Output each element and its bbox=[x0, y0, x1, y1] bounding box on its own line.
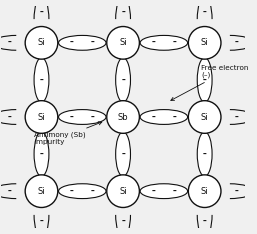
Ellipse shape bbox=[34, 58, 49, 102]
Text: –: – bbox=[121, 217, 125, 226]
Text: Free electron
(–): Free electron (–) bbox=[171, 65, 248, 100]
Text: –: – bbox=[203, 75, 207, 84]
Ellipse shape bbox=[140, 110, 188, 124]
Text: –: – bbox=[151, 38, 155, 47]
Text: –: – bbox=[40, 150, 43, 159]
Text: Si: Si bbox=[38, 113, 45, 121]
Text: –: – bbox=[235, 113, 239, 121]
Ellipse shape bbox=[116, 132, 131, 176]
Text: –: – bbox=[40, 8, 43, 17]
Circle shape bbox=[188, 101, 221, 133]
Text: Si: Si bbox=[119, 187, 127, 196]
Circle shape bbox=[25, 175, 58, 208]
Text: –: – bbox=[7, 113, 11, 121]
Text: –: – bbox=[121, 150, 125, 159]
Text: –: – bbox=[173, 187, 176, 196]
Text: –: – bbox=[121, 75, 125, 84]
Ellipse shape bbox=[197, 132, 212, 176]
Circle shape bbox=[107, 101, 139, 133]
Text: Si: Si bbox=[201, 187, 208, 196]
Ellipse shape bbox=[59, 110, 106, 124]
Text: –: – bbox=[7, 187, 11, 196]
Circle shape bbox=[25, 26, 58, 59]
Text: –: – bbox=[70, 113, 74, 121]
Ellipse shape bbox=[59, 184, 106, 199]
Ellipse shape bbox=[197, 58, 212, 102]
Circle shape bbox=[25, 101, 58, 133]
Ellipse shape bbox=[116, 58, 131, 102]
Text: Antimony (Sb)
impurity: Antimony (Sb) impurity bbox=[34, 122, 102, 145]
Circle shape bbox=[188, 26, 221, 59]
Text: –: – bbox=[203, 217, 207, 226]
Text: –: – bbox=[235, 38, 239, 47]
Text: Sb: Sb bbox=[118, 113, 128, 121]
Text: –: – bbox=[40, 75, 43, 84]
Text: –: – bbox=[235, 187, 239, 196]
Text: Si: Si bbox=[38, 38, 45, 47]
Text: Si: Si bbox=[201, 38, 208, 47]
Text: –: – bbox=[91, 113, 95, 121]
Text: –: – bbox=[173, 38, 176, 47]
Circle shape bbox=[107, 26, 139, 59]
Ellipse shape bbox=[140, 184, 188, 199]
Text: –: – bbox=[7, 38, 11, 47]
Text: –: – bbox=[203, 8, 207, 17]
Text: –: – bbox=[70, 38, 74, 47]
Circle shape bbox=[107, 175, 139, 208]
Text: –: – bbox=[203, 150, 207, 159]
Text: –: – bbox=[91, 38, 95, 47]
Text: –: – bbox=[173, 113, 176, 121]
Text: Si: Si bbox=[119, 38, 127, 47]
Text: –: – bbox=[151, 187, 155, 196]
Ellipse shape bbox=[59, 35, 106, 50]
Text: –: – bbox=[70, 187, 74, 196]
Text: Si: Si bbox=[38, 187, 45, 196]
Text: –: – bbox=[151, 113, 155, 121]
Circle shape bbox=[188, 175, 221, 208]
Text: –: – bbox=[40, 217, 43, 226]
Text: –: – bbox=[91, 187, 95, 196]
Text: Si: Si bbox=[201, 113, 208, 121]
Text: –: – bbox=[121, 8, 125, 17]
Ellipse shape bbox=[34, 132, 49, 176]
Ellipse shape bbox=[140, 35, 188, 50]
